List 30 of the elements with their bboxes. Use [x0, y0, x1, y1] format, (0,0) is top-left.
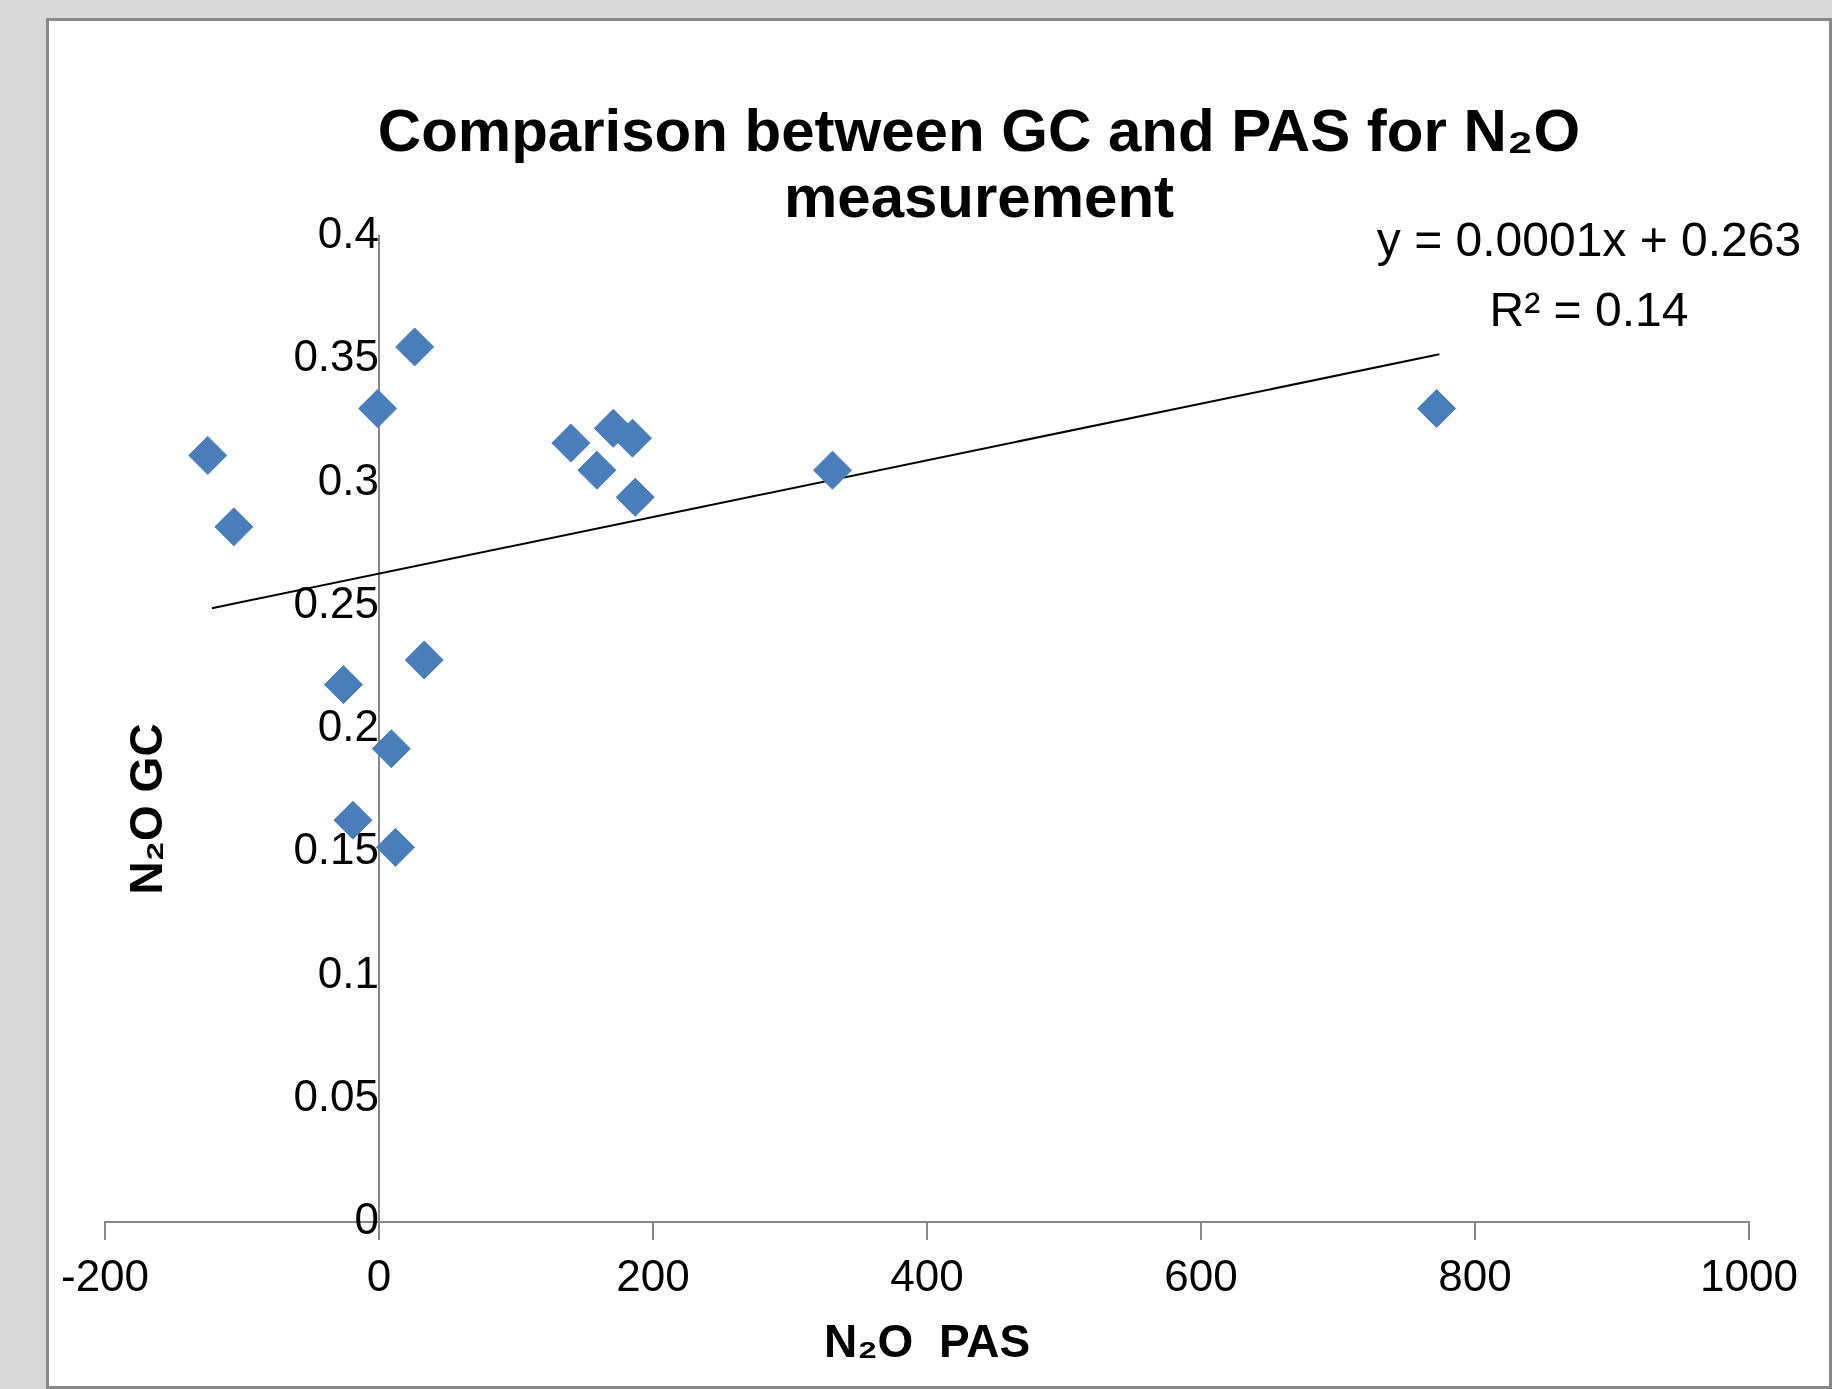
point: [1417, 389, 1457, 429]
x-tick-label: 1000: [1700, 1250, 1798, 1300]
point: [323, 665, 363, 705]
annotation: R² = 0.14: [1489, 283, 1689, 336]
point: [375, 827, 415, 867]
y-tick-label: 0.2: [317, 701, 380, 751]
y-tick-label: 0.3: [317, 454, 380, 504]
y-tick-label: 0.25: [293, 577, 380, 627]
x-tick-label: -200: [60, 1250, 150, 1300]
y-axis-title: N₂O GC: [119, 723, 172, 895]
x-tick-label: 200: [616, 1250, 690, 1300]
point: [577, 450, 617, 490]
point: [615, 477, 655, 517]
y-tick-label: 0.15: [293, 824, 380, 874]
point: [188, 435, 228, 475]
point: [358, 389, 398, 429]
y-tick-label: 0.4: [317, 208, 380, 258]
point: [404, 640, 444, 680]
x-tick-label: 600: [1164, 1250, 1238, 1300]
y-tick-label: 0.05: [293, 1070, 380, 1120]
y-tick-label: 0.35: [293, 331, 380, 381]
point: [395, 327, 435, 367]
y-tick-label: 0.1: [317, 947, 380, 997]
point: [214, 507, 254, 547]
y-tick-label: 0: [354, 1194, 380, 1244]
point: [812, 450, 852, 490]
x-tick-label: 800: [1438, 1250, 1512, 1300]
x-tick-label: 400: [890, 1250, 964, 1300]
x-axis-title: N₂O PAS: [823, 1315, 1031, 1368]
point: [551, 423, 591, 463]
